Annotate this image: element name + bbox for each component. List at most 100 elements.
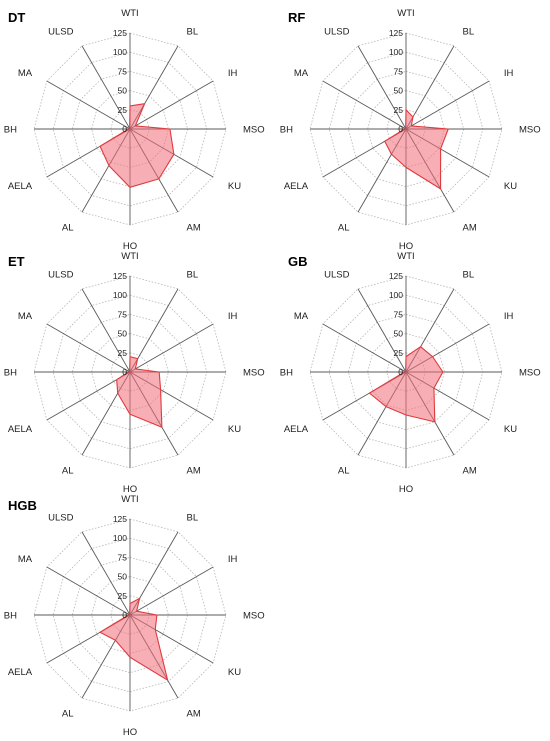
axis-spoke-ulsd bbox=[81, 45, 131, 130]
axis-label-ih: IH bbox=[504, 68, 514, 79]
tick-label-100: 100 bbox=[113, 533, 127, 543]
axis-label-am: AM bbox=[463, 465, 477, 476]
radar-panel-gb: 0 25 50 75 100 125 WTI BL IH MSO KU AM HO AL AELA BH MA U… bbox=[280, 251, 541, 495]
tick-label-100: 100 bbox=[113, 47, 127, 57]
tick-label-100: 100 bbox=[389, 47, 403, 57]
axis-label-bh: BH bbox=[4, 611, 17, 622]
data-polygon-hgb bbox=[99, 597, 169, 681]
axis-spoke-ulsd bbox=[81, 531, 131, 616]
axis-spoke-ulsd bbox=[357, 45, 407, 130]
tick-label-100: 100 bbox=[389, 290, 403, 300]
axis-label-ku: KU bbox=[504, 181, 517, 192]
axis-label-ih: IH bbox=[228, 311, 238, 322]
tick-label-125: 125 bbox=[113, 271, 127, 281]
tick-label-75: 75 bbox=[118, 309, 128, 319]
tick-label-0: 0 bbox=[122, 124, 127, 134]
tick-label-50: 50 bbox=[118, 329, 128, 339]
tick-label-50: 50 bbox=[394, 86, 404, 96]
axis-label-mso: MSO bbox=[243, 368, 265, 379]
axis-label-ih: IH bbox=[228, 68, 238, 79]
axis-spoke-ih bbox=[129, 80, 214, 130]
axis-label-ma: MA bbox=[294, 68, 309, 79]
axis-spoke-bl bbox=[405, 45, 455, 130]
tick-label-50: 50 bbox=[118, 572, 128, 582]
panel-title-gb: GB bbox=[288, 254, 308, 269]
tick-label-0: 0 bbox=[122, 610, 127, 620]
axis-label-ulsd: ULSD bbox=[48, 270, 73, 281]
axis-label-ma: MA bbox=[18, 68, 33, 79]
axis-spoke-ih bbox=[405, 80, 490, 130]
axis-spoke-ma bbox=[46, 80, 131, 130]
axis-label-ku: KU bbox=[228, 667, 241, 678]
axis-label-aela: AELA bbox=[8, 424, 33, 435]
axis-spoke-ma bbox=[322, 80, 407, 130]
tick-label-0: 0 bbox=[398, 124, 403, 134]
tick-label-75: 75 bbox=[394, 309, 404, 319]
axis-spoke-ma bbox=[322, 323, 407, 373]
axis-label-ho: HO bbox=[123, 484, 137, 495]
panel-title-dt: DT bbox=[8, 10, 25, 25]
axis-spoke-bl bbox=[129, 288, 179, 373]
axis-label-bh: BH bbox=[280, 368, 293, 379]
axis-label-wti: WTI bbox=[397, 251, 414, 262]
axis-spoke-aela bbox=[46, 371, 131, 421]
axis-label-al: AL bbox=[62, 222, 74, 233]
axis-label-mso: MSO bbox=[243, 611, 265, 622]
axis-label-am: AM bbox=[187, 222, 201, 233]
axis-label-am: AM bbox=[187, 465, 201, 476]
axis-label-aela: AELA bbox=[8, 181, 33, 192]
axis-label-bl: BL bbox=[187, 270, 199, 281]
axis-label-ih: IH bbox=[228, 554, 238, 565]
axis-label-am: AM bbox=[187, 708, 201, 719]
axis-label-aela: AELA bbox=[284, 181, 309, 192]
radar-panel-dt: 0 25 50 75 100 125 WTI BL IH MSO KU AM HO AL AELA BH MA U… bbox=[4, 8, 265, 252]
axis-label-bl: BL bbox=[187, 27, 199, 38]
panel-title-hgb: HGB bbox=[8, 498, 37, 513]
radar-panel-et: 0 25 50 75 100 125 WTI BL IH MSO KU AM HO AL AELA BH MA U… bbox=[4, 251, 265, 495]
axis-label-bh: BH bbox=[4, 125, 17, 136]
axis-label-ho: HO bbox=[399, 241, 413, 252]
axis-spoke-ulsd bbox=[357, 288, 407, 373]
axis-spoke-ih bbox=[129, 566, 214, 616]
data-polygon-et bbox=[116, 356, 163, 428]
axis-label-ho: HO bbox=[399, 484, 413, 495]
radar-panel-rf: 0 25 50 75 100 125 WTI BL IH MSO KU AM HO AL AELA BH MA U… bbox=[280, 8, 541, 252]
axis-label-wti: WTI bbox=[121, 251, 138, 262]
tick-label-25: 25 bbox=[394, 348, 404, 358]
axis-label-al: AL bbox=[62, 465, 74, 476]
axis-label-ulsd: ULSD bbox=[48, 513, 73, 524]
tick-label-50: 50 bbox=[394, 329, 404, 339]
tick-label-25: 25 bbox=[394, 105, 404, 115]
axis-spoke-ih bbox=[129, 323, 214, 373]
axis-label-mso: MSO bbox=[519, 125, 541, 136]
axis-label-ku: KU bbox=[504, 424, 517, 435]
tick-label-25: 25 bbox=[118, 105, 128, 115]
tick-label-0: 0 bbox=[122, 367, 127, 377]
tick-label-0: 0 bbox=[398, 367, 403, 377]
tick-label-25: 25 bbox=[118, 348, 128, 358]
axis-label-ih: IH bbox=[504, 311, 514, 322]
tick-label-25: 25 bbox=[118, 591, 128, 601]
axis-label-ku: KU bbox=[228, 424, 241, 435]
axis-label-ulsd: ULSD bbox=[324, 270, 349, 281]
axis-label-ulsd: ULSD bbox=[48, 27, 73, 38]
axis-label-bl: BL bbox=[463, 270, 475, 281]
axis-label-ulsd: ULSD bbox=[324, 27, 349, 38]
tick-label-50: 50 bbox=[118, 86, 128, 96]
tick-label-100: 100 bbox=[113, 290, 127, 300]
axis-label-ma: MA bbox=[18, 554, 33, 565]
axis-label-bh: BH bbox=[280, 125, 293, 136]
axis-label-wti: WTI bbox=[121, 8, 138, 19]
axis-label-wti: WTI bbox=[121, 494, 138, 505]
panel-title-rf: RF bbox=[288, 10, 305, 25]
axis-label-ho: HO bbox=[123, 727, 137, 738]
axis-label-aela: AELA bbox=[8, 667, 33, 678]
axis-spoke-ulsd bbox=[81, 288, 131, 373]
data-polygon-dt bbox=[99, 103, 175, 188]
axis-label-bl: BL bbox=[187, 513, 199, 524]
axis-label-al: AL bbox=[62, 708, 74, 719]
axis-label-wti: WTI bbox=[397, 8, 414, 19]
axis-label-bh: BH bbox=[4, 368, 17, 379]
axis-label-ku: KU bbox=[228, 181, 241, 192]
